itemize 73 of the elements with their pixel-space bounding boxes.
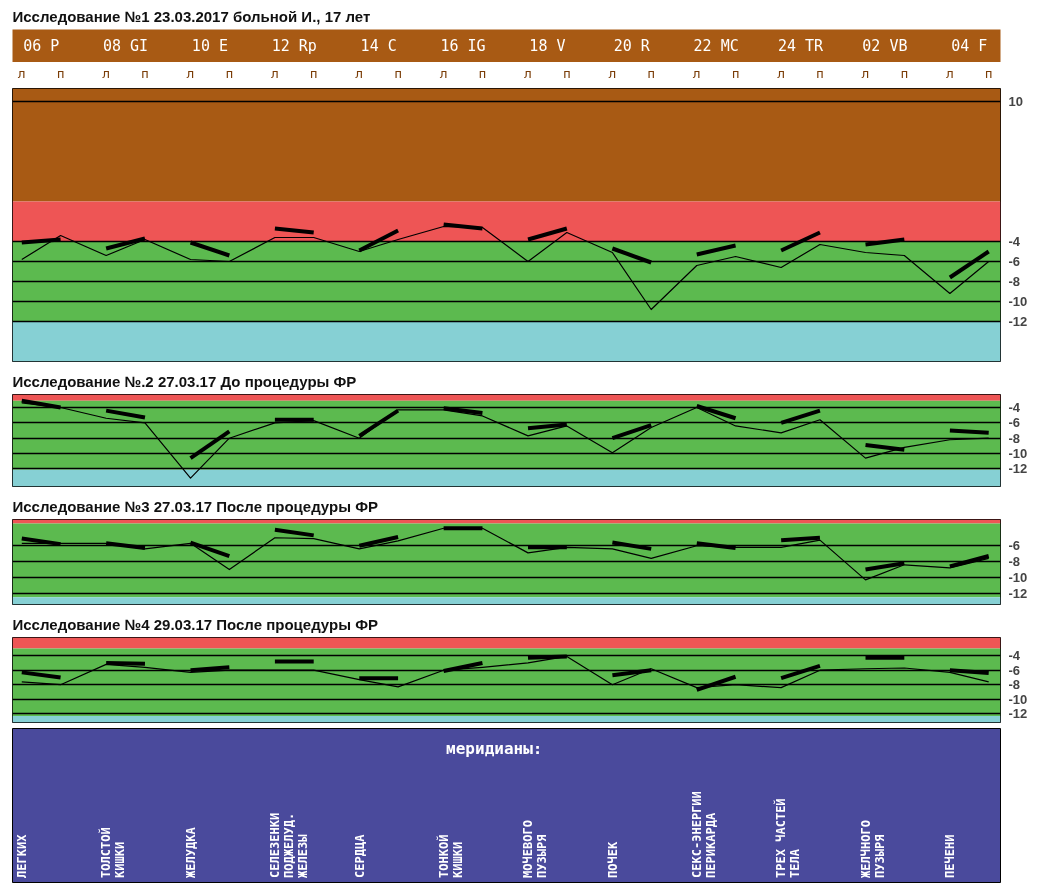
text: ТОЛСТОЙ КИШКИ bbox=[98, 827, 128, 878]
y-tick-label: -4 bbox=[1008, 234, 1021, 249]
chart-title: Исследование №4 29.03.17 После процедуры ФР bbox=[12, 615, 378, 633]
text: ПОЧЕК bbox=[605, 840, 620, 878]
x-tick-label: л bbox=[17, 65, 26, 81]
chart-title: Исследование №1 23.03.2017 больной И., 17 лет bbox=[12, 7, 371, 25]
y-tick-label: -8 bbox=[1008, 677, 1021, 693]
y-tick-label: -12 bbox=[1008, 461, 1028, 477]
x-tick-label: л bbox=[777, 65, 786, 81]
x-tick-label: п bbox=[731, 65, 740, 81]
y-tick-label: -4 bbox=[1008, 648, 1021, 664]
text: ЖЕЛЧНОГО ПУЗЫРЯ bbox=[858, 820, 887, 878]
y-tick-label: 10 bbox=[1008, 94, 1023, 109]
x-tick-label: п bbox=[56, 65, 65, 81]
x-tick-label: л bbox=[439, 65, 448, 81]
text: 06 P bbox=[23, 37, 60, 55]
text: 12 Rp bbox=[271, 37, 317, 55]
text: 14 C bbox=[360, 37, 397, 55]
text: 22 MC bbox=[693, 37, 739, 55]
x-tick-label: л bbox=[608, 65, 617, 81]
text: 08 GI bbox=[102, 37, 149, 55]
text: ЖЕЛУДКА bbox=[183, 826, 198, 878]
y-tick-label: -10 bbox=[1008, 294, 1028, 309]
y-tick-label: -6 bbox=[1008, 662, 1021, 678]
y-tick-label: -10 bbox=[1008, 446, 1028, 462]
x-tick-label: л bbox=[186, 65, 195, 81]
text: меридианы: bbox=[446, 739, 543, 759]
text: 16 IG bbox=[440, 37, 486, 55]
y-tick-label: -12 bbox=[1008, 585, 1028, 601]
x-tick-label: л bbox=[270, 65, 279, 81]
text: СЕРДЦА bbox=[352, 833, 367, 878]
x-tick-label: п bbox=[394, 65, 402, 81]
x-tick-label: п bbox=[141, 65, 149, 81]
x-tick-label: п bbox=[562, 65, 571, 81]
text: 20 R bbox=[613, 37, 651, 55]
x-tick-label: п bbox=[816, 65, 824, 81]
y-tick-label: -8 bbox=[1008, 430, 1021, 446]
y-tick-label: -12 bbox=[1008, 706, 1028, 722]
text: ТРЕХ ЧАСТЕЙ ТЕЛА bbox=[773, 798, 803, 878]
text: ЛЕГКИХ bbox=[15, 833, 30, 878]
text: 04 F bbox=[951, 37, 988, 55]
text: ПЕЧЕНИ bbox=[943, 834, 958, 878]
text: СЕЛЕЗЕНКИ ПОДЖЕЛУД. ЖЕЛЕЗЫ bbox=[268, 812, 311, 878]
x-tick-label: п bbox=[478, 65, 487, 81]
text: ТОНКОЙ КИШКИ bbox=[435, 834, 465, 878]
y-tick-label: -6 bbox=[1008, 254, 1021, 269]
y-tick-label: -6 bbox=[1008, 538, 1021, 554]
chart-title: Исследование №3 27.03.17 После процедуры ФР bbox=[12, 497, 378, 515]
y-tick-label: -8 bbox=[1008, 274, 1021, 289]
y-tick-label: -10 bbox=[1008, 569, 1028, 585]
x-tick-label: л bbox=[524, 65, 532, 81]
text: 10 E bbox=[191, 37, 228, 55]
x-tick-label: л bbox=[102, 65, 111, 81]
text: 24 TR bbox=[777, 37, 825, 55]
x-tick-label: п bbox=[647, 65, 656, 81]
x-tick-label: л bbox=[355, 65, 364, 81]
x-tick-label: п bbox=[900, 65, 909, 81]
x-tick-label: л bbox=[692, 65, 701, 81]
text: 02 VB bbox=[862, 37, 908, 55]
y-tick-label: -12 bbox=[1008, 314, 1028, 329]
x-tick-label: п bbox=[225, 65, 234, 81]
x-tick-label: л bbox=[945, 65, 954, 81]
y-tick-label: -8 bbox=[1008, 554, 1021, 570]
y-tick-label: -10 bbox=[1008, 691, 1028, 707]
x-tick-label: л bbox=[861, 65, 870, 81]
text: СЕКС-ЭНЕРГИИ ПЕРИКАРДА bbox=[690, 791, 719, 878]
text: МОЧЕВОГО ПУЗЫРЯ bbox=[521, 820, 550, 878]
y-tick-label: -4 bbox=[1008, 400, 1021, 416]
y-tick-label: -6 bbox=[1008, 415, 1021, 431]
x-tick-label: п bbox=[984, 65, 993, 81]
x-tick-label: п bbox=[309, 65, 318, 81]
text: 18 V bbox=[529, 37, 566, 55]
chart-title: Исследование №.2 27.03.17 До процедуры ФР bbox=[12, 372, 357, 390]
